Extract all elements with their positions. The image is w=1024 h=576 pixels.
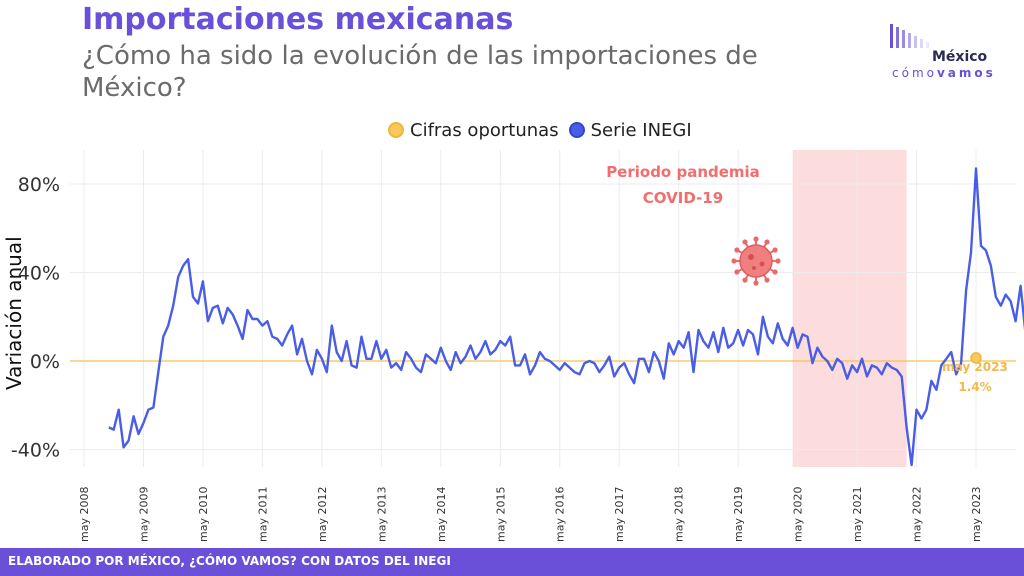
x-tick-label: may 2017 [613,487,626,542]
page-title: Importaciones mexicanas [82,2,514,37]
bars-icon [890,24,929,48]
y-tick-label: -40% [11,440,60,462]
x-tick-label: may 2023 [970,487,983,542]
y-tick-label: 0% [30,351,60,373]
legend-dot-cifras [388,122,404,138]
virus-spike-tip [753,280,759,286]
x-tick-label: may 2018 [673,487,686,542]
x-tick-label: may 2021 [851,487,864,542]
virus-spike-tip [764,277,770,283]
y-tick-label: 80% [18,174,60,196]
virus-spike-tip [772,247,778,253]
virus-spike-tip [753,236,759,242]
x-tick-label: may 2009 [137,487,150,542]
footer-credit: ELABORADO POR MÉXICO, ¿CÓMO VAMOS? CON D… [8,554,451,568]
logo-tag-light: cómo [892,66,937,80]
legend-label-inegi: Serie INEGI [590,119,692,141]
x-tick-label: may 2008 [78,487,91,542]
virus-spot [759,261,765,267]
y-tick-label: 40% [18,263,60,285]
legend-dot-inegi [568,122,585,138]
virus-spike-tip [742,277,748,283]
virus-spike-tip [742,239,748,245]
virus-icon [731,236,781,286]
virus-spike-tip [772,269,778,275]
logo-name: México [932,49,988,65]
logo-tagline: cómovamos [892,66,996,80]
pandemic-annotation-line1: Periodo pandemia [606,163,760,181]
last-point-value-label: 1.4% [958,380,991,394]
x-tick-label: may 2022 [911,487,924,542]
chart-legend: Cifras oportunas Serie INEGI [388,118,692,142]
x-tick-label: may 2011 [256,487,269,542]
last-point-date-label: may 2023 [942,360,1008,374]
virus-body [739,244,773,278]
x-tick-label: may 2015 [494,487,507,542]
x-tick-label: may 2012 [316,487,329,542]
footer-bar: ELABORADO POR MÉXICO, ¿CÓMO VAMOS? CON D… [0,548,1024,576]
page-subtitle: ¿Cómo ha sido la evolución de las import… [82,41,758,103]
legend-item-cifras: Cifras oportunas [388,120,559,141]
legend-item-inegi: Serie INEGI [568,119,692,141]
virus-spike-tip [775,258,781,264]
x-tick-label: may 2014 [435,487,448,542]
series-line-inegi [108,167,1024,467]
x-tick-label: may 2020 [792,487,805,542]
x-tick-label: may 2019 [732,487,745,542]
pandemic-annotation-line2: COVID-19 [643,189,723,207]
pandemic-shaded-period [792,150,907,467]
x-tick-label: may 2013 [375,487,388,542]
virus-spike-tip [734,247,740,253]
mexico-como-vamos-logo: México cómovamos [888,22,1008,82]
x-tick-label: may 2016 [554,487,567,542]
virus-spike-tip [764,239,770,245]
virus-spike-tip [731,258,737,264]
logo-tag-bold: vamos [936,66,996,80]
line-chart: 80% 40% 0% -40% may 2008 may 2009 may 2010 may … [11,150,1024,542]
virus-spike-tip [734,269,740,275]
x-tick-label: may 2010 [197,487,210,542]
series-point-cifras-oportunas [970,352,982,364]
legend-label-cifras: Cifras oportunas [410,119,559,141]
virus-spot [748,254,754,260]
virus-spot [752,266,756,270]
